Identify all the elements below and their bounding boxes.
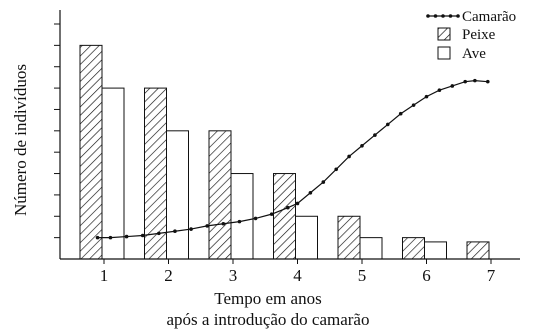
- camarao-series: [95, 78, 490, 240]
- camarao-point: [295, 201, 300, 206]
- legend-swatch-ave: [437, 46, 451, 60]
- y-ticks: [54, 23, 60, 239]
- camarao-point: [108, 235, 113, 240]
- camarao-point: [189, 227, 193, 231]
- camarao-point: [360, 143, 364, 148]
- x-axis-label-line2: após a introdução do camarão: [167, 310, 370, 329]
- y-axis-label: Número de indivíduos: [11, 64, 30, 216]
- camarao-point: [473, 78, 477, 83]
- legend-line-dot: [426, 14, 430, 18]
- camarao-point: [347, 154, 351, 159]
- x-tick-label: 2: [164, 266, 173, 285]
- legend-item-peixe: Peixe: [437, 27, 496, 43]
- legend-swatch-peixe: [437, 27, 451, 41]
- camarao-point: [173, 229, 177, 234]
- x-tick-label: 5: [358, 266, 367, 285]
- legend-line-dot: [448, 14, 453, 18]
- x-tick-label: 6: [422, 266, 431, 285]
- camarao-point: [253, 216, 258, 221]
- bar-peixe: [402, 237, 425, 260]
- bar-ave: [101, 87, 125, 260]
- bar-ave: [359, 237, 383, 260]
- camarao-point: [463, 79, 468, 84]
- legend-item-ave: Ave: [437, 46, 486, 62]
- legend-line-dot: [456, 14, 460, 18]
- bar-peixe: [273, 173, 296, 260]
- camarao-point: [373, 133, 377, 137]
- legend-item-camarao: Camarão: [426, 9, 516, 25]
- legend-line-dot: [441, 14, 445, 18]
- camarao-point: [398, 111, 403, 116]
- camarao-point: [286, 205, 290, 210]
- legend-label-camarao: Camarão: [462, 9, 516, 25]
- camarao-point: [308, 190, 313, 195]
- camarao-point: [124, 234, 129, 239]
- legend-line-dot: [433, 14, 438, 18]
- camarao-point: [269, 212, 274, 216]
- bar-ave: [230, 173, 254, 260]
- legend-label-peixe: Peixe: [462, 27, 496, 43]
- camarao-point: [424, 94, 429, 99]
- x-tick-label: 7: [487, 266, 496, 285]
- camarao-point: [221, 221, 226, 226]
- x-tick-label: 3: [229, 266, 238, 285]
- camarao-point: [386, 122, 390, 127]
- bar-peixe: [79, 44, 103, 260]
- camarao-point: [334, 167, 339, 172]
- bar-peixe: [466, 241, 490, 260]
- bars-group: [79, 44, 490, 260]
- camarao-point: [237, 219, 242, 224]
- bar-ave: [295, 215, 318, 260]
- camarao-point: [485, 79, 490, 84]
- bar-peixe: [208, 130, 232, 260]
- camarao-point: [157, 231, 161, 236]
- legend-label-ave: Ave: [462, 46, 486, 62]
- x-tick-label: 1: [100, 266, 109, 285]
- x-axis-label: Tempo em anos: [214, 289, 321, 308]
- bar-peixe: [337, 215, 361, 260]
- camarao-point: [411, 103, 416, 107]
- camarao-point: [450, 84, 455, 88]
- camarao-point: [437, 88, 442, 93]
- legend: Camarão Peixe Ave: [426, 9, 516, 62]
- bar-ave: [166, 130, 189, 260]
- bar-ave: [424, 241, 447, 260]
- axes: 1 2 3 4 5 6 7: [54, 10, 520, 285]
- camarao-point: [321, 180, 326, 184]
- x-ticks: 1 2 3 4 5 6 7: [100, 259, 496, 285]
- x-tick-label: 4: [293, 266, 302, 285]
- camarao-point: [140, 233, 145, 238]
- camarao-point: [205, 224, 209, 228]
- camarao-point: [95, 235, 100, 240]
